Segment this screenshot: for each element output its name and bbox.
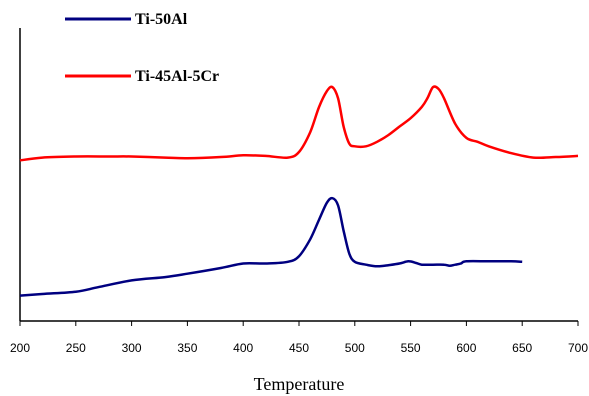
x-ticks: 200 250 300 350 400 450 500 550 600 650 700 [10, 321, 588, 355]
x-tick-label-650: 650 [512, 341, 532, 355]
x-tick-label-550: 550 [401, 341, 421, 355]
x-tick-label-200: 200 [10, 341, 30, 355]
series-line-ti-45al-5cr [19, 85, 579, 162]
x-axis-title: Temperature [254, 374, 345, 394]
legend-label-ti-50al: Ti-50Al [135, 11, 188, 28]
x-tick-label-250: 250 [66, 341, 86, 355]
x-tick-label-500: 500 [345, 341, 365, 355]
x-tick-label-450: 450 [289, 341, 309, 355]
x-tick-label-400: 400 [233, 341, 253, 355]
x-tick-label-700: 700 [568, 341, 588, 355]
x-tick-label-600: 600 [456, 341, 476, 355]
series-line-ti-50al [19, 196, 523, 297]
series-layer [19, 85, 579, 297]
legend: Ti-50Al Ti-45Al-5Cr [65, 11, 219, 85]
x-tick-label-350: 350 [177, 341, 197, 355]
legend-label-ti-45al-5cr: Ti-45Al-5Cr [135, 68, 219, 85]
x-tick-label-300: 300 [122, 341, 142, 355]
